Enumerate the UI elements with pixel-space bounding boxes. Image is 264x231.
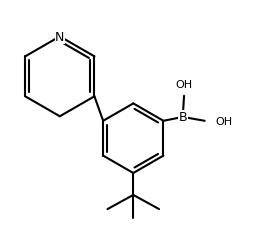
Text: OH: OH [176,80,193,90]
Text: N: N [55,31,64,44]
Text: B: B [178,111,187,124]
Text: OH: OH [215,116,232,126]
